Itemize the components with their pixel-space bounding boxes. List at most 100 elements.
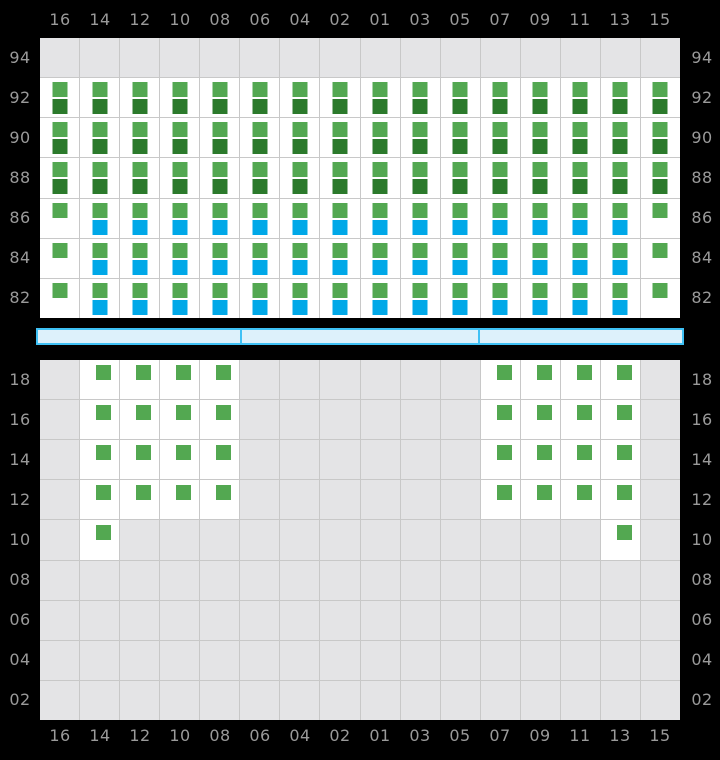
heatmap-cell[interactable]: [120, 158, 160, 198]
heatmap-cell[interactable]: [120, 238, 160, 278]
heatmap-cell[interactable]: [520, 238, 560, 278]
heatmap-cell[interactable]: [520, 198, 560, 238]
heatmap-cell[interactable]: [280, 278, 320, 318]
heatmap-cell[interactable]: [560, 360, 600, 400]
heatmap-cell[interactable]: [40, 198, 80, 238]
heatmap-cell[interactable]: [160, 78, 200, 118]
heatmap-cell[interactable]: [160, 278, 200, 318]
heatmap-cell[interactable]: [160, 400, 200, 440]
heatmap-cell[interactable]: [120, 78, 160, 118]
heatmap-cell[interactable]: [520, 360, 560, 400]
heatmap-cell[interactable]: [440, 238, 480, 278]
heatmap-cell[interactable]: [200, 238, 240, 278]
heatmap-cell[interactable]: [400, 118, 440, 158]
heatmap-cell[interactable]: [560, 480, 600, 520]
heatmap-cell[interactable]: [520, 440, 560, 480]
heatmap-cell[interactable]: [480, 480, 520, 520]
heatmap-cell[interactable]: [200, 278, 240, 318]
heatmap-cell[interactable]: [320, 278, 360, 318]
heatmap-cell[interactable]: [600, 400, 640, 440]
heatmap-cell[interactable]: [160, 480, 200, 520]
heatmap-cell[interactable]: [600, 78, 640, 118]
heatmap-cell[interactable]: [160, 198, 200, 238]
heatmap-cell[interactable]: [80, 440, 120, 480]
heatmap-cell[interactable]: [440, 158, 480, 198]
heatmap-cell[interactable]: [520, 78, 560, 118]
heatmap-cell[interactable]: [440, 198, 480, 238]
heatmap-cell[interactable]: [120, 118, 160, 158]
heatmap-cell[interactable]: [560, 198, 600, 238]
heatmap-cell[interactable]: [600, 118, 640, 158]
heatmap-cell[interactable]: [480, 118, 520, 158]
heatmap-cell[interactable]: [600, 198, 640, 238]
heatmap-cell[interactable]: [280, 198, 320, 238]
heatmap-cell[interactable]: [640, 278, 680, 318]
heatmap-cell[interactable]: [520, 480, 560, 520]
heatmap-cell[interactable]: [200, 118, 240, 158]
heatmap-cell[interactable]: [80, 198, 120, 238]
heatmap-cell[interactable]: [320, 78, 360, 118]
heatmap-cell[interactable]: [80, 520, 120, 560]
heatmap-cell[interactable]: [440, 278, 480, 318]
range-segment-2[interactable]: [241, 330, 478, 343]
heatmap-cell[interactable]: [120, 440, 160, 480]
heatmap-cell[interactable]: [600, 158, 640, 198]
heatmap-cell[interactable]: [440, 118, 480, 158]
heatmap-cell[interactable]: [560, 158, 600, 198]
heatmap-cell[interactable]: [200, 198, 240, 238]
heatmap-cell[interactable]: [360, 78, 400, 118]
heatmap-cell[interactable]: [120, 198, 160, 238]
heatmap-cell[interactable]: [640, 238, 680, 278]
heatmap-cell[interactable]: [320, 238, 360, 278]
heatmap-cell[interactable]: [160, 238, 200, 278]
heatmap-cell[interactable]: [600, 360, 640, 400]
heatmap-cell[interactable]: [80, 278, 120, 318]
range-scrollbar[interactable]: [36, 328, 684, 345]
heatmap-cell[interactable]: [640, 198, 680, 238]
heatmap-cell[interactable]: [400, 238, 440, 278]
heatmap-cell[interactable]: [520, 278, 560, 318]
heatmap-cell[interactable]: [280, 118, 320, 158]
heatmap-cell[interactable]: [600, 238, 640, 278]
heatmap-cell[interactable]: [200, 78, 240, 118]
heatmap-cell[interactable]: [120, 278, 160, 318]
heatmap-cell[interactable]: [520, 400, 560, 440]
heatmap-cell[interactable]: [200, 158, 240, 198]
heatmap-cell[interactable]: [600, 520, 640, 560]
heatmap-cell[interactable]: [560, 440, 600, 480]
heatmap-cell[interactable]: [40, 118, 80, 158]
heatmap-cell[interactable]: [240, 198, 280, 238]
heatmap-cell[interactable]: [200, 440, 240, 480]
heatmap-cell[interactable]: [120, 360, 160, 400]
heatmap-cell[interactable]: [560, 118, 600, 158]
heatmap-cell[interactable]: [440, 78, 480, 118]
heatmap-cell[interactable]: [80, 238, 120, 278]
heatmap-cell[interactable]: [280, 78, 320, 118]
heatmap-cell[interactable]: [480, 198, 520, 238]
heatmap-cell[interactable]: [400, 278, 440, 318]
heatmap-cell[interactable]: [160, 440, 200, 480]
heatmap-cell[interactable]: [480, 238, 520, 278]
range-segment-3[interactable]: [479, 330, 682, 343]
heatmap-cell[interactable]: [360, 238, 400, 278]
heatmap-cell[interactable]: [40, 278, 80, 318]
heatmap-cell[interactable]: [320, 198, 360, 238]
heatmap-cell[interactable]: [560, 78, 600, 118]
range-segment-1[interactable]: [38, 330, 240, 343]
heatmap-cell[interactable]: [520, 118, 560, 158]
heatmap-cell[interactable]: [160, 118, 200, 158]
heatmap-cell[interactable]: [40, 158, 80, 198]
heatmap-cell[interactable]: [360, 118, 400, 158]
heatmap-cell[interactable]: [640, 118, 680, 158]
heatmap-cell[interactable]: [80, 400, 120, 440]
heatmap-cell[interactable]: [400, 78, 440, 118]
heatmap-cell[interactable]: [240, 238, 280, 278]
heatmap-cell[interactable]: [200, 400, 240, 440]
heatmap-cell[interactable]: [80, 158, 120, 198]
heatmap-cell[interactable]: [360, 278, 400, 318]
heatmap-cell[interactable]: [520, 158, 560, 198]
heatmap-cell[interactable]: [600, 480, 640, 520]
heatmap-cell[interactable]: [80, 480, 120, 520]
heatmap-cell[interactable]: [560, 278, 600, 318]
heatmap-cell[interactable]: [240, 158, 280, 198]
